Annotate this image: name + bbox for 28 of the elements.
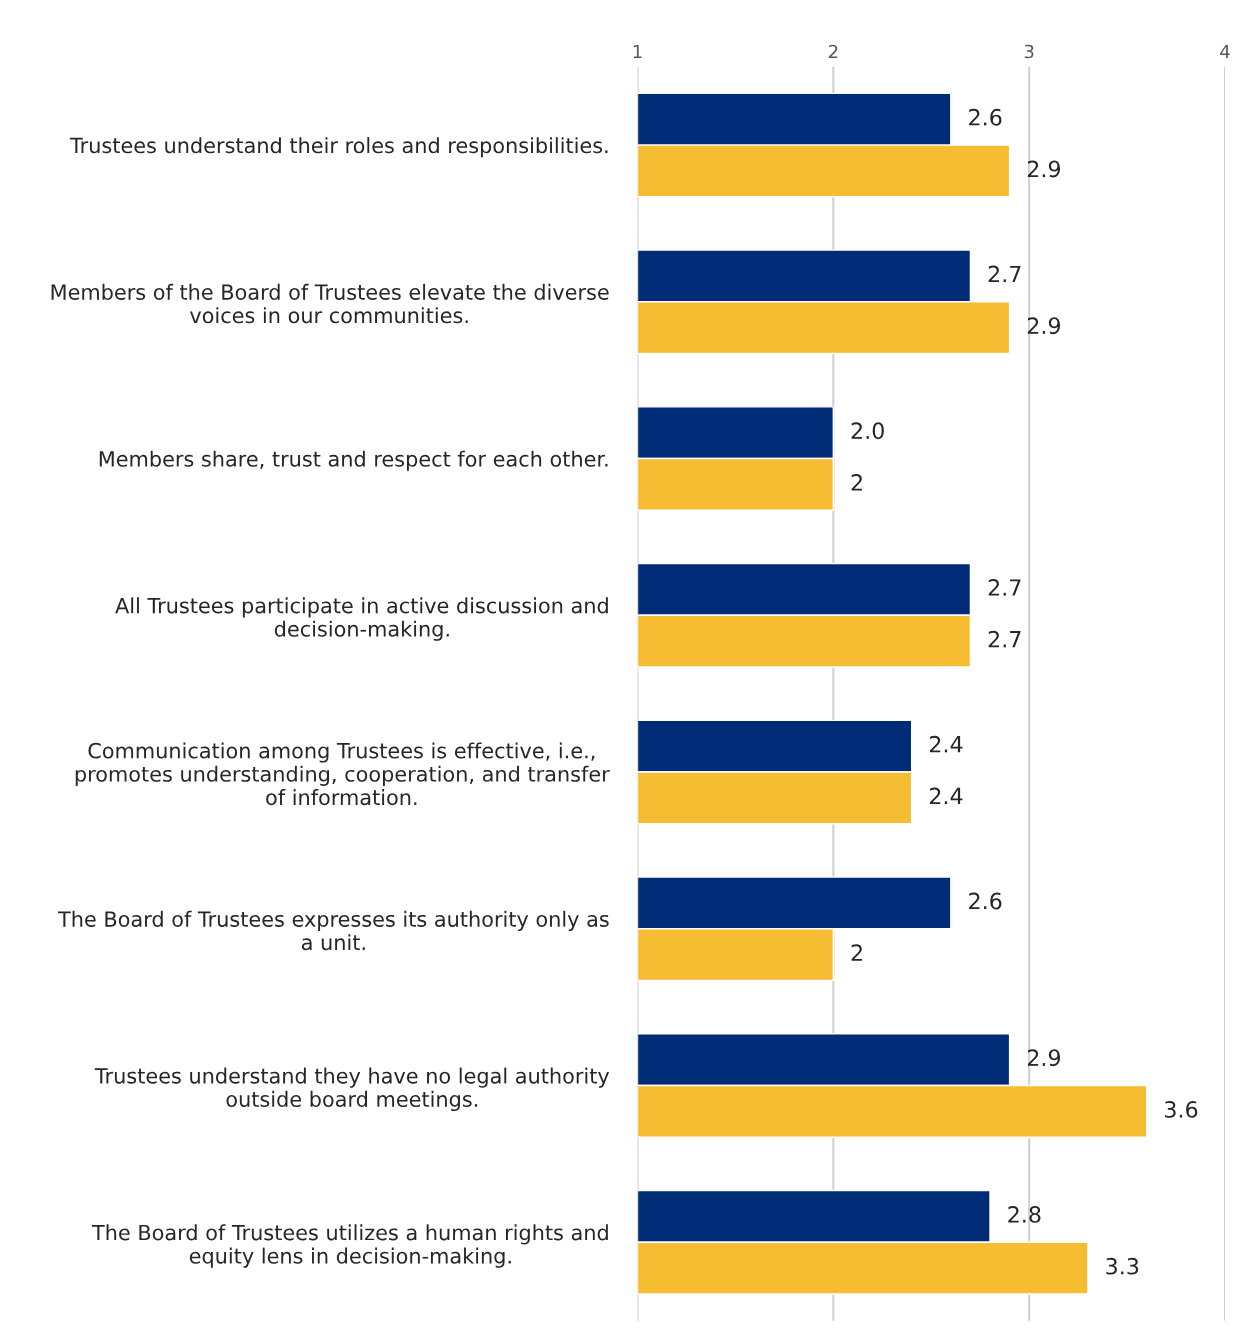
data-label: 2.4 bbox=[929, 735, 963, 753]
data-label: 2.4 bbox=[929, 787, 963, 805]
data-label: 3.6 bbox=[1165, 1101, 1198, 1118]
data-label: 3.3 bbox=[1106, 1257, 1139, 1275]
y-tick-label: All Trustees participate in active discussion and decision-making. bbox=[115, 597, 608, 641]
data-label: 2.7 bbox=[988, 265, 1021, 283]
y-tick-label: Trustees understand they have no legal authority outside board meetings. bbox=[94, 1067, 610, 1112]
data-label: 2 bbox=[851, 944, 862, 961]
data-label: 2.9 bbox=[1027, 160, 1061, 178]
x-tick-label: 4 bbox=[1220, 44, 1230, 59]
y-tick-label: Members share, trust and respect for each other. bbox=[99, 450, 608, 471]
data-label: 2.8 bbox=[1008, 1206, 1041, 1223]
data-label: 2.7 bbox=[988, 630, 1021, 648]
y-tick-label: Communication among Trustees is effective, i.e., promotes understanding, cooperation, and transfer of information. bbox=[75, 742, 610, 806]
x-tick-label: 2 bbox=[828, 44, 838, 59]
x-tick-label: 3 bbox=[1024, 44, 1034, 59]
y-tick-label: Members of the Board of Trustees elevate the diverse voices in our communities. bbox=[51, 283, 609, 324]
data-label: 2.6 bbox=[969, 892, 1002, 910]
data-label: 2.6 bbox=[969, 108, 1002, 126]
y-tick-label: Trustees understand their roles and responsibilities. bbox=[69, 137, 608, 158]
data-label: 2 bbox=[851, 474, 862, 491]
data-label: 2.7 bbox=[988, 579, 1021, 596]
x-tick-label: 1 bbox=[633, 44, 642, 59]
data-label: 2.0 bbox=[851, 422, 884, 440]
y-tick-label: The Board of Trustees expresses its authority only as a unit. bbox=[57, 910, 609, 951]
data-label: 2.9 bbox=[1027, 317, 1061, 335]
y-tick-label: The Board of Trustees utilizes a human rights and equity lens in decision-making. bbox=[91, 1224, 608, 1268]
data-label: 2.9 bbox=[1027, 1049, 1061, 1067]
